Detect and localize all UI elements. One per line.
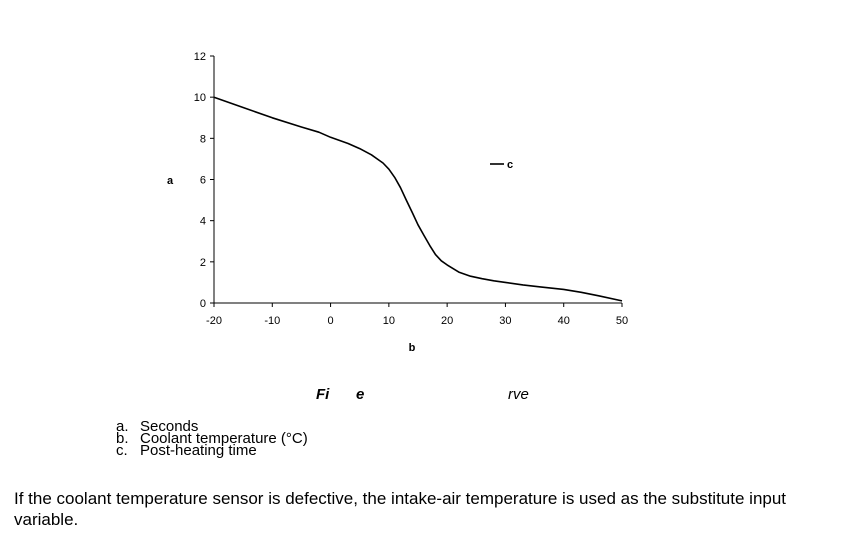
figure-key-text: Coolant temperature (°C) bbox=[140, 430, 308, 447]
figure-key-letter: b. bbox=[116, 430, 129, 447]
x-tick-label: 40 bbox=[558, 315, 570, 327]
x-tick-label: -20 bbox=[206, 315, 222, 327]
y-tick-label: 10 bbox=[194, 92, 206, 104]
figure-caption-right: rve bbox=[508, 386, 529, 403]
x-tick-label: 10 bbox=[383, 315, 395, 327]
series-line bbox=[213, 96, 623, 302]
figure-key-item: c. Post-heating time bbox=[116, 442, 308, 459]
chart-ticks: 0 2 4 6 8 10 12 -20 -10 0 10 20 30 40 50 bbox=[194, 51, 628, 327]
y-tick-label: 6 bbox=[200, 175, 206, 187]
chart-axes bbox=[213, 56, 622, 304]
y-tick-label: 2 bbox=[200, 257, 206, 269]
figure-caption-mid: e bbox=[356, 386, 365, 403]
figure-caption-left: Fi bbox=[316, 386, 330, 403]
figure-key-item: b. Coolant temperature (°C) bbox=[116, 430, 308, 447]
chart-series bbox=[213, 96, 623, 302]
y-axis-label: a bbox=[167, 175, 174, 187]
figure-key-letter: c. bbox=[116, 442, 128, 459]
body-paragraph: If the coolant temperature sensor is def… bbox=[14, 489, 787, 529]
x-tick-label: 30 bbox=[499, 315, 511, 327]
x-tick-label: 20 bbox=[441, 315, 453, 327]
legend-label: c bbox=[507, 159, 513, 171]
x-axis-label: b bbox=[409, 342, 416, 354]
y-tick-label: 8 bbox=[200, 133, 206, 145]
x-tick-label: 0 bbox=[328, 315, 334, 327]
x-tick-label: 50 bbox=[616, 315, 628, 327]
figure-key-text: Post-heating time bbox=[140, 442, 257, 459]
figure-key-text: Seconds bbox=[140, 418, 199, 435]
figure-key-list: a. Seconds b. Coolant temperature (°C) c. P… bbox=[116, 418, 308, 459]
y-tick-label: 12 bbox=[194, 51, 206, 63]
y-tick-label: 4 bbox=[200, 216, 206, 228]
figure-key-item: a. Seconds bbox=[116, 418, 308, 435]
figure-key-letter: a. bbox=[116, 418, 129, 435]
chart-legend: c bbox=[490, 159, 513, 171]
x-tick-label: -10 bbox=[264, 315, 280, 327]
y-tick-label: 0 bbox=[200, 298, 206, 310]
line-chart: 0 2 4 6 8 10 12 -20 -10 0 10 20 30 40 50 c a b bbox=[167, 51, 628, 354]
